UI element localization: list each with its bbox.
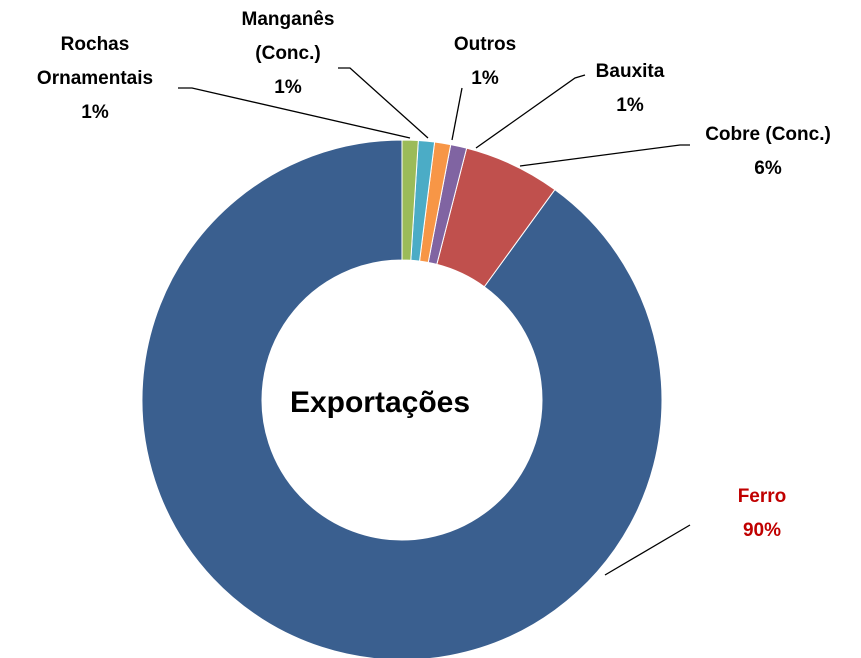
leader-line — [475, 74, 586, 149]
label-value: 1% — [274, 77, 302, 98]
leader-line — [178, 87, 411, 139]
slice — [436, 147, 556, 288]
slice — [418, 141, 452, 264]
data-label: Bauxita 1% — [585, 55, 675, 123]
label-value: 1% — [616, 95, 644, 116]
label-value: 1% — [81, 102, 109, 123]
label-name: Cobre (Conc.) — [705, 124, 831, 145]
label-name: Outros — [453, 34, 517, 55]
label-name: Bauxita — [595, 61, 665, 82]
slice — [141, 139, 663, 658]
label-value: 6% — [754, 158, 782, 179]
chart-title: Exportações — [290, 386, 470, 419]
label-name: Manganês (Conc.) — [241, 9, 335, 64]
label-name: Ferro — [737, 486, 787, 507]
data-label: Cobre (Conc.) 6% — [683, 118, 853, 186]
data-label: Rochas Ornamentais 1% — [30, 28, 160, 130]
slice — [427, 144, 468, 266]
leader-line — [604, 524, 691, 576]
data-label: Manganês (Conc.) 1% — [233, 3, 343, 105]
data-label: Ferro 90% — [722, 480, 802, 548]
leader-line — [519, 144, 690, 167]
leader-line — [451, 87, 463, 141]
label-name: Rochas Ornamentais — [36, 34, 154, 89]
label-value: 90% — [742, 520, 782, 541]
data-label: Outros 1% — [440, 28, 530, 96]
leader-line — [338, 67, 429, 139]
label-value: 1% — [471, 68, 499, 89]
slice — [401, 139, 419, 261]
